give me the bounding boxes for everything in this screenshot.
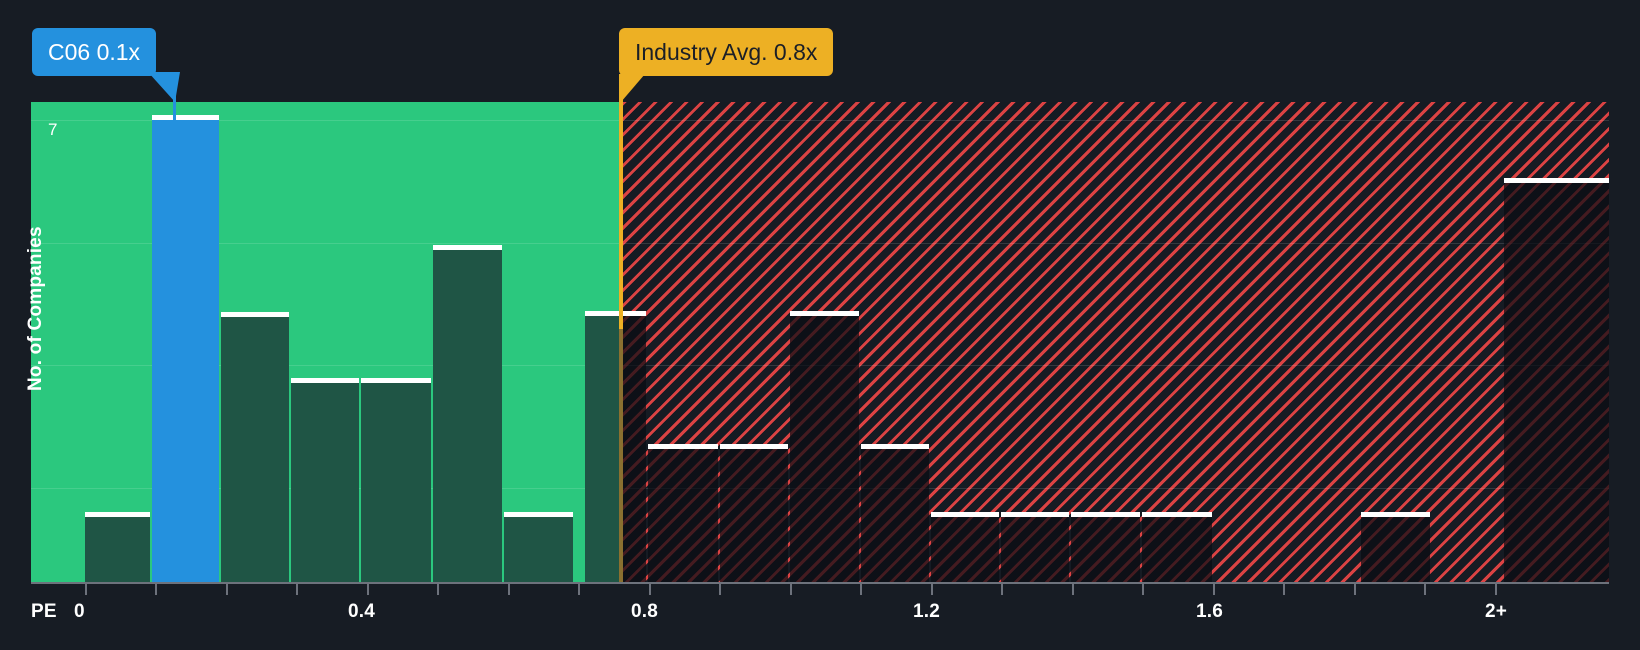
x-tickmark [226,584,228,595]
x-tickmark [85,584,87,595]
x-tick-label-0: 0 [74,601,85,622]
company-callout[interactable]: C06 0.1x [32,28,157,76]
bar-cap [931,512,999,517]
bar-2[interactable] [221,312,289,582]
x-tickmark [1354,584,1356,595]
x-tick-label-2-plus: 2+ [1485,601,1508,622]
bar-15[interactable] [1071,512,1140,582]
x-tick-label-1-6: 1.6 [1196,601,1224,622]
bar-0[interactable] [85,512,150,582]
bar-cap [648,444,718,449]
x-tickmark [860,584,862,595]
bar-6[interactable] [504,512,573,582]
x-tickmark [1001,584,1003,595]
bar-cap [1361,512,1430,517]
bar-cap [720,444,788,449]
x-tickmark [1142,584,1144,595]
bar-8[interactable] [648,444,718,582]
bar-cap [85,512,150,517]
bar-cap [620,311,646,316]
bar-cap [1071,512,1140,517]
bar-11[interactable] [861,444,929,582]
x-tick-label-1-2: 1.2 [913,601,941,622]
bar-cap [504,512,573,517]
x-tickmark [1213,584,1215,595]
x-axis-line [31,582,1609,584]
x-tickmark [790,584,792,595]
plot-area [31,102,1609,582]
bar-cap [152,115,219,120]
industry-avg-callout[interactable]: Industry Avg. 0.8x [619,28,834,76]
bar-13[interactable] [931,512,999,582]
bar-5[interactable] [433,245,502,582]
x-tickmark [719,584,721,595]
bar-cap [790,311,859,316]
industry-avg-marker-line-dim [619,329,623,582]
bar-cap [291,378,359,383]
x-tickmark [367,584,369,595]
bar-7[interactable] [585,311,620,582]
bar-29[interactable] [1504,178,1609,582]
bar-20[interactable] [1361,512,1430,582]
bar-7-red-part[interactable] [620,311,646,582]
bar-14[interactable] [1001,512,1069,582]
bar-3[interactable] [291,378,359,582]
x-axis-prefix-label: PE [31,601,57,622]
company-callout-tail [148,72,180,102]
x-tickmark [296,584,298,595]
bar-10[interactable] [790,311,859,582]
bar-cap [1504,178,1609,183]
x-tickmark [1424,584,1426,595]
bar-cap [221,312,289,317]
bar-cap [861,444,929,449]
bar-4[interactable] [361,378,431,582]
bar-highlight-c06[interactable] [152,115,219,582]
y-axis-title: No. of Companies [25,226,46,391]
x-tickmark [155,584,157,595]
x-tickmark [437,584,439,595]
x-tickmark [649,584,651,595]
bar-cap [361,378,431,383]
x-tickmark [1072,584,1074,595]
industry-callout-tail [619,74,645,102]
bar-9[interactable] [720,444,788,582]
bar-cap [433,245,502,250]
x-tickmark [1495,584,1497,595]
bar-16[interactable] [1142,512,1212,582]
x-tickmark [578,584,580,595]
x-tickmark [931,584,933,595]
overvalued-zone [620,102,1609,582]
x-tickmark [508,584,510,595]
bar-cap [585,311,620,316]
bar-cap [1142,512,1212,517]
x-tickmark [1283,584,1285,595]
bar-cap [1001,512,1069,517]
y-axis-top-tick: 7 [48,120,58,139]
x-tick-label-0-8: 0.8 [631,601,659,622]
x-tick-label-0-4: 0.4 [348,601,376,622]
